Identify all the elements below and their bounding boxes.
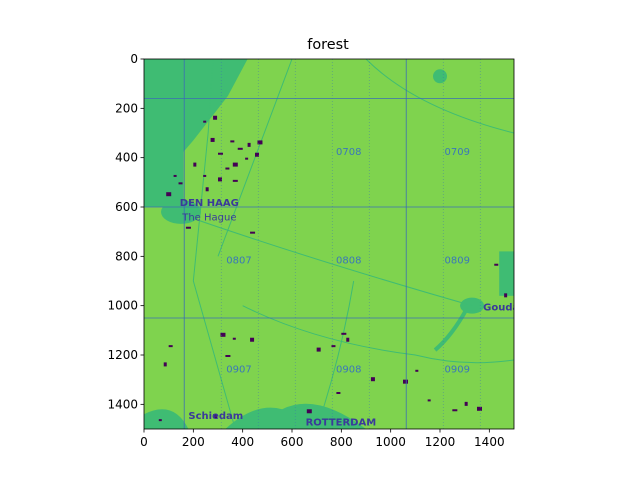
forest-patch [205, 187, 209, 192]
y-axis: 0 200 400 600 800 1000 1200 1400 [107, 52, 144, 411]
forest-patch [232, 337, 236, 340]
pond [433, 69, 447, 84]
x-tick-label: 0 [140, 435, 148, 449]
forest-patch [316, 347, 321, 352]
forest-patch [203, 120, 207, 123]
forest-patch [220, 332, 226, 337]
east-water [499, 251, 514, 296]
x-tick-label: 400 [231, 435, 254, 449]
forest-patch [257, 140, 263, 145]
forest-patch [178, 182, 183, 185]
forest-patch [370, 377, 375, 382]
tile-label: 0809 [445, 256, 470, 267]
map-image: 0708 0709 0807 0808 0809 0907 0908 0909 DEN HAAG… [144, 59, 519, 429]
y-tick-label: 1000 [107, 299, 138, 313]
forest-patch [213, 414, 218, 419]
forest-patch [255, 152, 259, 157]
x-axis: 0 200 400 600 800 1000 1200 1400 [140, 429, 505, 449]
tile-label: 0908 [336, 364, 361, 375]
forest-patch [247, 142, 251, 147]
forest-patch [250, 231, 256, 234]
forest-patch [494, 263, 499, 266]
forest-patch [232, 162, 238, 167]
forest-patch [250, 337, 255, 342]
waterway-2 [242, 305, 514, 364]
forest-patch [341, 332, 347, 335]
place-name: Schiedam [188, 411, 243, 422]
forest-patch [218, 152, 223, 155]
y-tick-label: 200 [115, 101, 138, 115]
forest-patch [415, 369, 419, 372]
waterway-4 [365, 59, 514, 134]
y-tick-label: 1200 [107, 348, 138, 362]
forest-patch [185, 226, 191, 229]
tile-label: 0807 [226, 256, 251, 267]
plot-frame [143, 58, 515, 430]
forest-patch [427, 399, 431, 402]
forest-patch [452, 409, 458, 412]
forest-patch [173, 174, 177, 177]
y-tick-label: 0 [130, 52, 138, 66]
forest-patch [336, 392, 341, 394]
forest-patch [306, 409, 312, 414]
place-name: The Hague [181, 213, 236, 224]
waterway-3 [217, 59, 293, 257]
y-tick-label: 800 [115, 249, 138, 263]
place-name: ROTTERDAM [306, 417, 377, 428]
tile-label: 0909 [445, 364, 470, 375]
forest-patch [237, 147, 243, 150]
rotterdam-area [225, 403, 366, 429]
forest-patch [346, 337, 350, 342]
forest-patch [168, 345, 173, 348]
schiedam-area [144, 409, 189, 429]
forest-patch [218, 177, 222, 182]
gouda-canal [433, 307, 469, 352]
forest-patch [232, 179, 238, 182]
y-tick-label: 600 [115, 200, 138, 214]
forest-patch [225, 355, 231, 357]
place-name: Gouda [483, 303, 519, 314]
forest-patch [163, 362, 167, 367]
forest-patch [331, 345, 336, 348]
waterway-5 [316, 280, 355, 429]
tile-label: 0808 [336, 256, 361, 267]
coast-water [144, 59, 184, 207]
forest-patch [464, 401, 468, 406]
tile-label: 0708 [336, 147, 361, 158]
tile-label: 0709 [445, 147, 470, 158]
x-tick-label: 1400 [474, 435, 505, 449]
forest-patch [193, 162, 197, 167]
forest-patch [230, 140, 235, 143]
forest-patch [477, 406, 482, 411]
forest-patch [213, 115, 218, 120]
x-tick-label: 600 [281, 435, 304, 449]
place-name: DEN HAAG [180, 198, 239, 209]
waterway-1 [188, 216, 473, 307]
x-tick-label: 800 [330, 435, 353, 449]
forest-patch [225, 167, 230, 170]
forest-patch [166, 192, 172, 197]
forest-patch [158, 419, 162, 422]
tile-label: 0907 [226, 364, 251, 375]
forest-patch [245, 157, 249, 160]
forest-patch [403, 379, 408, 384]
plot-area: 0708 0709 0807 0808 0809 0907 0908 0909 DEN HAAG… [143, 58, 519, 430]
y-tick-label: 1400 [107, 397, 138, 411]
forest-patch [203, 174, 207, 177]
forest-patch [504, 293, 508, 298]
x-tick-label: 1200 [425, 435, 456, 449]
chart-title: forest [307, 37, 349, 53]
x-tick-label: 200 [182, 435, 205, 449]
y-tick-label: 400 [115, 151, 138, 165]
forest-patch [210, 137, 215, 142]
x-tick-label: 1000 [375, 435, 406, 449]
